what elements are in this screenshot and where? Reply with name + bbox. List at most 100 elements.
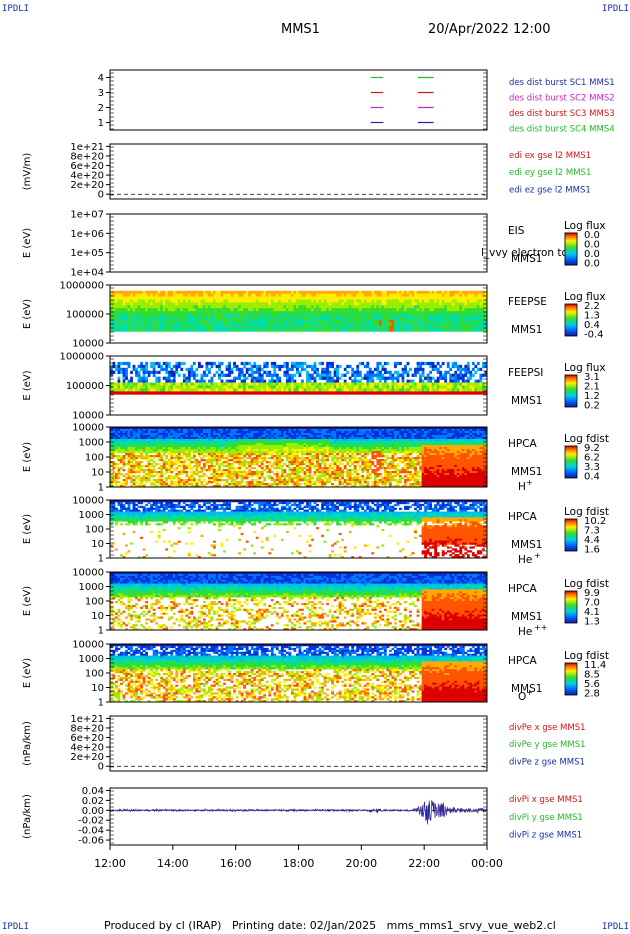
divpi-z-series bbox=[109, 800, 488, 825]
colorbar-title: Log fdist bbox=[564, 578, 609, 590]
colorbar-title: Log fdist bbox=[564, 506, 609, 518]
colorbar-tick-label: 1.2 bbox=[584, 391, 600, 402]
y-axis-label: E (eV) bbox=[22, 658, 33, 688]
colorbar bbox=[564, 662, 578, 696]
y-axis-label: E (eV) bbox=[22, 586, 33, 616]
y-tick-label: 10 bbox=[91, 611, 104, 622]
y-tick-label: 1e+21 bbox=[70, 714, 104, 725]
charge-label: + bbox=[534, 551, 541, 560]
spacecraft-label: MMS1 bbox=[511, 466, 542, 478]
y-tick-label: 6e+20 bbox=[70, 161, 104, 172]
legend-entry: divPe z gse MMS1 bbox=[509, 757, 585, 767]
time-tick-label: 16:00 bbox=[220, 857, 252, 870]
y-tick-label: 4e+20 bbox=[70, 743, 104, 754]
y-tick-label: 10000 bbox=[72, 496, 104, 507]
y-tick-label: 1e+21 bbox=[70, 142, 104, 153]
y-tick-label: 1000 bbox=[79, 510, 104, 521]
y-tick-label: 1000 bbox=[79, 438, 104, 449]
y-tick-label: 3 bbox=[98, 88, 104, 99]
instrument-label: HPCA bbox=[508, 438, 538, 450]
y-tick-label: 6e+20 bbox=[70, 733, 104, 744]
species-label: He bbox=[518, 626, 532, 638]
y-tick-label: 1e+04 bbox=[70, 268, 104, 279]
y-tick-label: 100 bbox=[85, 669, 104, 680]
y-tick-label: 4 bbox=[98, 73, 104, 84]
legend-entry: edi ez gse l2 MMS1 bbox=[509, 185, 591, 195]
y-axis-label: E (eV) bbox=[22, 442, 33, 472]
y-axis-label: (mV/m) bbox=[22, 153, 33, 191]
panel-hpca_he: 10000 1000 100 10 1 E (eV) HPCA MMS1 He + Log fdis… bbox=[22, 496, 609, 567]
y-tick-label: 1 bbox=[98, 483, 104, 494]
y-tick-label: 1e+05 bbox=[70, 248, 104, 259]
time-axis: 12:00 14:00 16:00 18:00 20:00 22:00 00:00 bbox=[94, 845, 503, 870]
y-tick-label: 0.00 bbox=[82, 806, 104, 817]
y-tick-label: 1 bbox=[98, 554, 104, 565]
y-tick-label: 1000000 bbox=[59, 352, 104, 363]
colorbar-tick-label: 4.1 bbox=[584, 607, 600, 618]
y-tick-label: 1e+07 bbox=[70, 210, 104, 221]
plot-datetime: 20/Apr/2022 12:00 bbox=[428, 22, 551, 37]
legend-entry: edi ex gse l2 MMS1 bbox=[509, 151, 591, 161]
colorbar-tick-label: 8.5 bbox=[584, 670, 600, 681]
charge-label: + bbox=[526, 688, 533, 697]
panel-divpi: 0.040.020.00-0.02-0.04-0.06 (nPa/km) divPi… bbox=[22, 786, 583, 847]
colorbar-tick-label: 2.2 bbox=[584, 301, 600, 312]
y-tick-label: 10000 bbox=[72, 423, 104, 434]
spacecraft-label: MMS1 bbox=[511, 324, 542, 336]
colorbar-tick-label: 4.4 bbox=[584, 535, 600, 546]
legend-entry: divPi z gse MMS1 bbox=[509, 831, 582, 841]
colorbar-tick-label: 9.9 bbox=[584, 588, 600, 599]
y-axis-label: (nPa/km) bbox=[22, 721, 33, 766]
y-tick-label: 1000000 bbox=[59, 281, 104, 292]
colorbar-tick-label: 0.4 bbox=[584, 320, 600, 331]
y-tick-label: 8e+20 bbox=[70, 151, 104, 162]
y-axis-label: E (eV) bbox=[22, 370, 33, 400]
corner-label-top-left: IPDLI bbox=[2, 4, 30, 14]
y-tick-label: 1 bbox=[98, 118, 104, 129]
legend-entry: des dist burst SC2 MMS2 bbox=[509, 94, 615, 104]
species-label: He bbox=[518, 554, 532, 566]
y-tick-label: 1e+06 bbox=[70, 229, 104, 240]
colorbar-tick-label: 3.3 bbox=[584, 462, 600, 473]
y-tick-label: 1 bbox=[98, 698, 104, 709]
legend-entry: des dist burst SC1 MMS1 bbox=[509, 78, 615, 88]
species-label: O bbox=[518, 691, 526, 703]
y-tick-label: 0.02 bbox=[82, 796, 104, 807]
spacecraft-label: MMS1 bbox=[511, 395, 542, 407]
instrument-label: EIS bbox=[508, 225, 525, 237]
y-tick-label: 0.04 bbox=[82, 786, 104, 797]
panel-frame bbox=[109, 715, 488, 772]
panel-frame bbox=[109, 787, 488, 846]
y-axis-label: (nPa/km) bbox=[22, 794, 33, 839]
panel-hpca_he2: 10000 1000 100 10 1 E (eV) HPCA MMS1 He ++ Log fdi… bbox=[22, 568, 609, 639]
legend-entry: divPe y gse MMS1 bbox=[509, 740, 586, 750]
y-axis-label: E (eV) bbox=[22, 299, 33, 329]
spacecraft-label: MMS1 bbox=[511, 253, 542, 265]
mission-title: MMS1 bbox=[281, 22, 320, 37]
y-tick-label: 1000 bbox=[79, 582, 104, 593]
legend-entry: divPi y gse MMS1 bbox=[509, 813, 583, 823]
panel-frame bbox=[109, 213, 488, 273]
y-tick-label: 10000 bbox=[72, 568, 104, 579]
footer-credit: Produced by cl (IRAP) Printing date: 02/… bbox=[104, 919, 556, 932]
corner-label-top-right: IPDLI bbox=[602, 4, 630, 14]
colorbar-tick-label: 0.0 bbox=[584, 259, 600, 270]
overlay-label: l_vvy electron to bbox=[481, 247, 568, 259]
y-tick-label: 100 bbox=[85, 525, 104, 536]
colorbar-tick-label: 1.6 bbox=[584, 545, 600, 556]
colorbar-tick-label: 2.8 bbox=[584, 689, 600, 700]
time-tick-label: 00:00 bbox=[471, 857, 503, 870]
y-tick-label: -0.04 bbox=[78, 826, 104, 837]
colorbar-title: Log flux bbox=[564, 220, 606, 232]
colorbar-tick-label: 0.4 bbox=[584, 472, 600, 483]
y-tick-label: 10 bbox=[91, 683, 104, 694]
panel-frame bbox=[109, 69, 488, 131]
colorbar-tick-label: 0.0 bbox=[584, 249, 600, 260]
charge-label: + bbox=[526, 478, 533, 487]
colorbar-tick-label: 9.2 bbox=[584, 443, 600, 454]
species-label: H bbox=[518, 481, 526, 493]
y-tick-label: 1 bbox=[98, 626, 104, 637]
